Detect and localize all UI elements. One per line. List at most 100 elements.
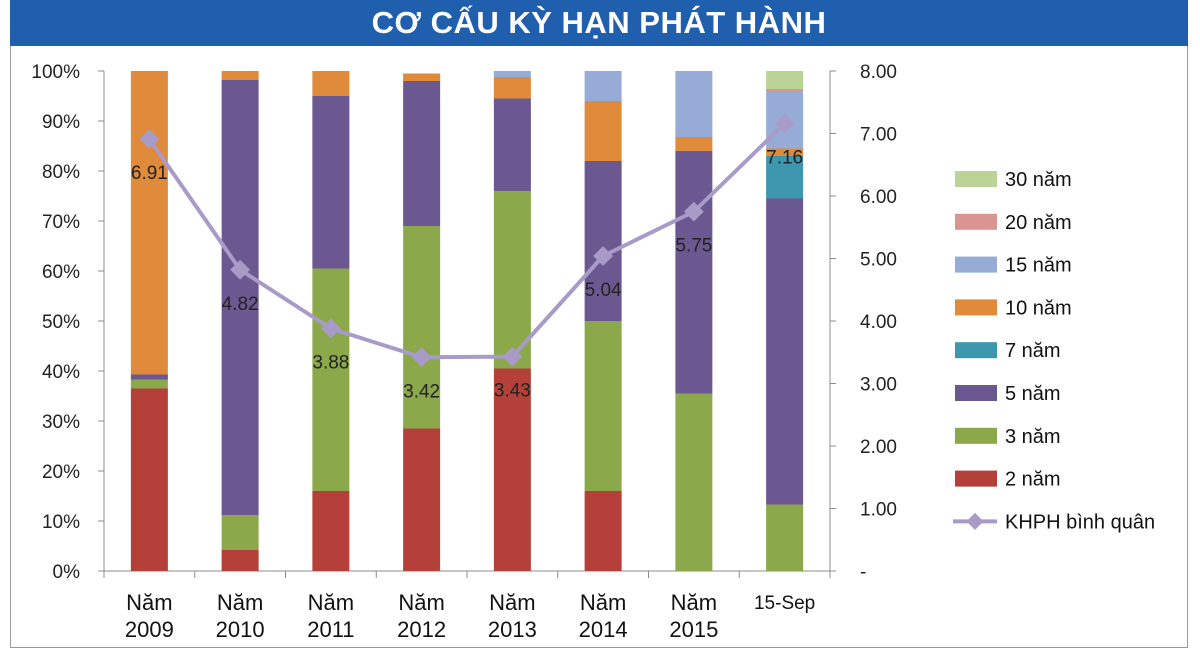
bar-segment-20-năm: [766, 89, 804, 91]
category-label: 2013: [488, 617, 537, 642]
chart-title: CƠ CẤU KỲ HẠN PHÁT HÀNH: [371, 5, 827, 40]
legend-swatch: [955, 342, 997, 359]
bar-segment-5-năm: [403, 81, 441, 226]
bar-segment-5-năm: [130, 374, 168, 380]
khph-data-label: 3.42: [403, 381, 440, 402]
legend-label: 30 năm: [1005, 169, 1072, 191]
left-tick-label: 70%: [42, 212, 80, 233]
bar-segment-5-năm: [221, 80, 259, 515]
bar-segment-10-năm: [403, 73, 441, 81]
chart-header: CƠ CẤU KỲ HẠN PHÁT HÀNH: [10, 0, 1188, 46]
khph-marker: [411, 347, 432, 368]
right-tick-label: -: [860, 562, 866, 583]
legend-swatch: [955, 256, 997, 273]
khph-data-label: 5.04: [585, 280, 622, 301]
legend-label: 7 năm: [1005, 340, 1061, 362]
category-label: Năm: [126, 590, 172, 615]
bar-segment-10-năm: [675, 137, 713, 151]
bar-segment-3-năm: [766, 504, 804, 571]
bar-segment-15-năm: [584, 71, 622, 101]
category-label: Năm: [308, 590, 354, 615]
bar-segment-5-năm: [584, 161, 622, 321]
bar-segment-3-năm: [312, 268, 350, 491]
legend-label: KHPH bình quân: [1005, 511, 1155, 533]
bar-segment-3-năm: [221, 515, 259, 550]
category-label: 15-Sep: [754, 593, 815, 614]
bar-segment-15-năm: [675, 71, 713, 137]
khph-data-label: 5.75: [675, 236, 712, 257]
legend-swatch: [955, 470, 997, 487]
category-label: 2009: [125, 617, 174, 642]
right-tick-label: 6.00: [860, 187, 897, 208]
bar-segment-10-năm: [766, 148, 804, 156]
khph-line: [147, 122, 787, 360]
legend-label: 2 năm: [1005, 469, 1061, 491]
category-label: Năm: [398, 590, 444, 615]
category-label: Năm: [217, 590, 263, 615]
khph-marker: [320, 318, 341, 339]
legend-label: 3 năm: [1005, 426, 1061, 448]
bar-segment-3-năm: [130, 379, 168, 389]
right-tick-label: 8.00: [860, 62, 897, 83]
khph-data-label: 4.82: [222, 294, 259, 315]
left-tick-label: 80%: [42, 162, 80, 183]
category-label: 2010: [216, 617, 265, 642]
bar-segment-3-năm: [403, 226, 441, 429]
legend-swatch: [955, 299, 997, 316]
bar-segment-10-năm: [312, 71, 350, 96]
left-tick-label: 60%: [42, 262, 80, 283]
bar-segment-10-năm: [493, 77, 531, 99]
left-tick-label: 50%: [42, 312, 80, 333]
bar-segment-3-năm: [493, 191, 531, 369]
category-label: Năm: [671, 590, 717, 615]
legend-label: 5 năm: [1005, 383, 1061, 405]
bar-segment-2-năm: [312, 491, 350, 571]
bar-segment-10-năm: [584, 101, 622, 161]
bar-segment-30-năm: [766, 71, 804, 89]
legend-label: 20 năm: [1005, 212, 1072, 234]
legend-swatch: [955, 385, 997, 401]
bar-segment-3-năm: [675, 393, 713, 571]
khph-data-label: 3.43: [494, 381, 531, 402]
right-tick-label: 2.00: [860, 437, 897, 458]
bar-segment-5-năm: [493, 98, 531, 191]
bar-segment-5-năm: [675, 151, 713, 394]
right-tick-label: 4.00: [860, 312, 897, 333]
category-label: Năm: [489, 590, 535, 615]
legend-swatch: [955, 213, 997, 230]
category-label: 2011: [307, 617, 354, 642]
legend-swatch: [955, 171, 997, 187]
left-tick-label: 30%: [42, 412, 80, 433]
left-tick-label: 100%: [31, 62, 80, 83]
left-tick-label: 40%: [42, 362, 80, 383]
bar-segment-10-năm: [221, 71, 259, 80]
bar-segment-5-năm: [766, 198, 804, 505]
left-tick-label: 10%: [42, 512, 80, 533]
right-tick-label: 3.00: [860, 375, 897, 396]
khph-data-label: 7.16: [766, 148, 803, 169]
category-label: 2012: [397, 617, 446, 642]
khph-data-label: 6.91: [131, 163, 168, 184]
legend-swatch: [955, 427, 997, 444]
bar-segment-2-năm: [493, 368, 531, 571]
legend-marker-swatch: [966, 512, 984, 530]
bar-segment-2-năm: [221, 550, 259, 571]
legend-label: 10 năm: [1005, 297, 1072, 319]
right-tick-label: 5.00: [860, 250, 897, 271]
right-tick-label: 7.00: [860, 125, 897, 146]
bar-segment-3-năm: [584, 321, 622, 491]
category-label: Năm: [580, 590, 626, 615]
right-tick-label: 1.00: [860, 500, 897, 521]
khph-marker: [230, 259, 251, 280]
bar-segment-10-năm: [130, 71, 168, 375]
bar-segment-2-năm: [584, 491, 622, 571]
bar-segment-5-năm: [312, 96, 350, 269]
category-label: 2015: [669, 617, 718, 642]
left-tick-label: 0%: [53, 562, 81, 583]
bar-segment-2-năm: [403, 428, 441, 571]
bar-segment-2-năm: [130, 388, 168, 571]
legend-label: 15 năm: [1005, 255, 1072, 277]
bar-segment-7-năm: [766, 156, 804, 199]
left-tick-label: 20%: [42, 462, 80, 483]
